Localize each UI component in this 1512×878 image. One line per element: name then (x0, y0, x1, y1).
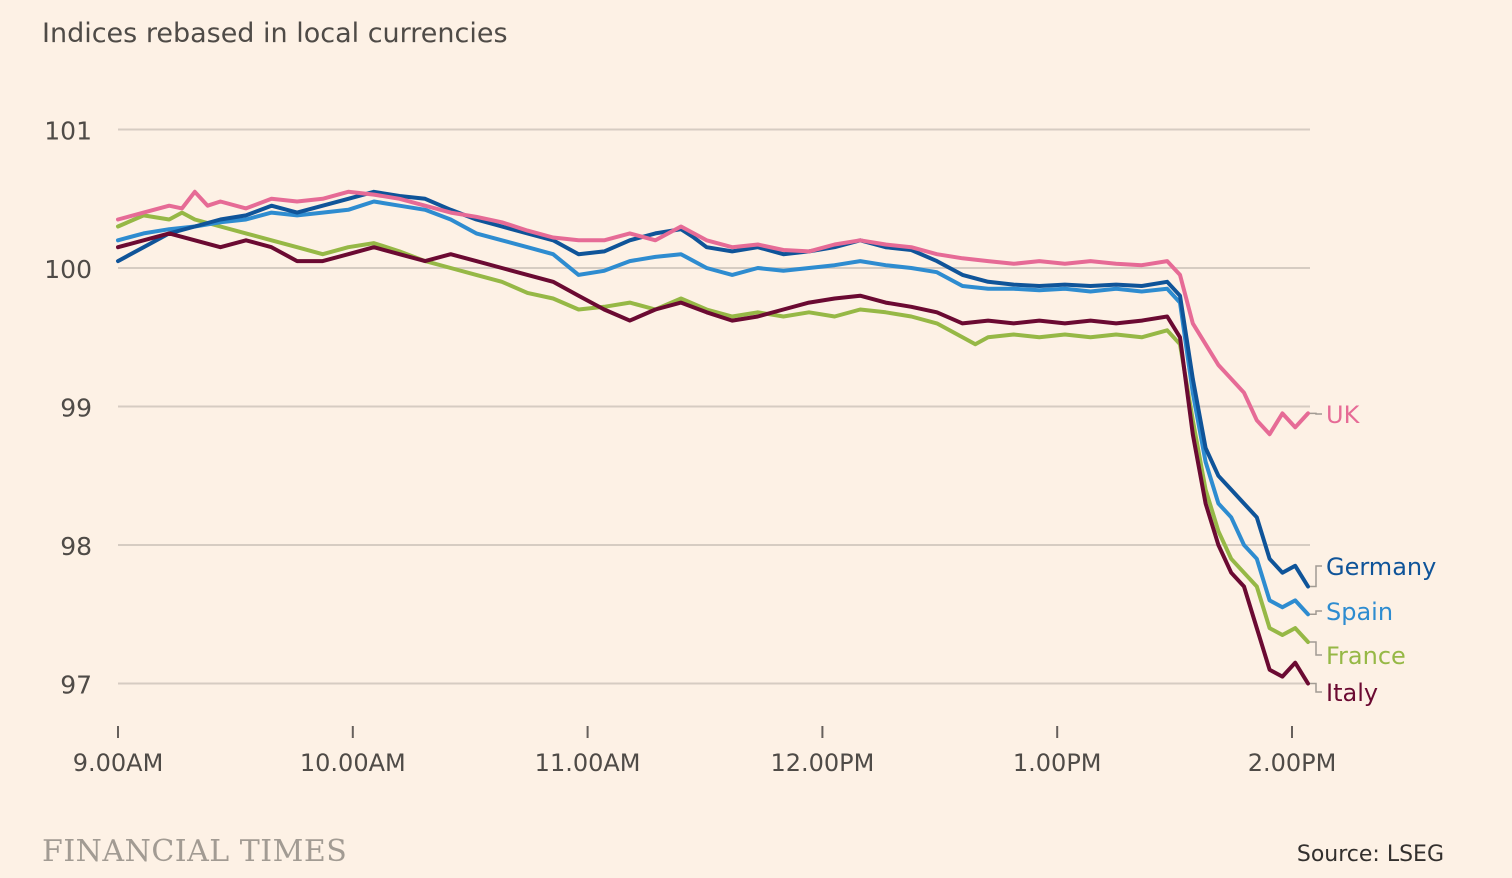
series-line-france (116, 210, 1310, 644)
x-tick-label: 9.00AM (73, 749, 164, 777)
series-line-italy (116, 231, 1310, 686)
financial-times-logo: FINANCIAL TIMES (42, 834, 348, 869)
series-label-uk: UK (1326, 401, 1361, 429)
y-axis: 97 98 99 100 101 (44, 117, 92, 700)
series-line-uk (116, 189, 1310, 437)
y-tick-label: 100 (44, 255, 92, 284)
source-note: Source: LSEG (1296, 842, 1444, 867)
x-tick-label: 11.00AM (535, 749, 641, 777)
series-labels: UK Germany Spain France Italy (1310, 401, 1436, 707)
chart-subtitle: Indices rebased in local currencies (42, 18, 508, 49)
x-tick-label: 12.00PM (770, 749, 874, 777)
series-label-germany: Germany (1326, 553, 1436, 581)
series-label-spain: Spain (1326, 598, 1393, 626)
series-label-france: France (1326, 642, 1406, 670)
y-tick-label: 97 (60, 671, 92, 700)
series-line-spain (116, 199, 1310, 617)
series-label-italy: Italy (1326, 679, 1378, 707)
label-leader-spain (1310, 610, 1322, 615)
x-tick-label: 1.00PM (1013, 749, 1102, 777)
series-line-germany (116, 189, 1310, 589)
x-tick-label: 2.00PM (1248, 749, 1337, 777)
label-leader-uk (1310, 412, 1322, 415)
series-lines (116, 189, 1310, 686)
y-tick-label: 101 (44, 117, 92, 146)
x-axis: 9.00AM 10.00AM 11.00AM 12.00PM 1.00PM 2.00PM (73, 726, 1337, 777)
label-leader-france (1310, 641, 1322, 656)
y-tick-label: 99 (60, 394, 92, 423)
y-tick-label: 98 (60, 532, 92, 561)
x-tick-label: 10.00AM (300, 749, 406, 777)
label-leader-germany (1310, 565, 1322, 588)
label-leader-italy (1310, 682, 1322, 693)
